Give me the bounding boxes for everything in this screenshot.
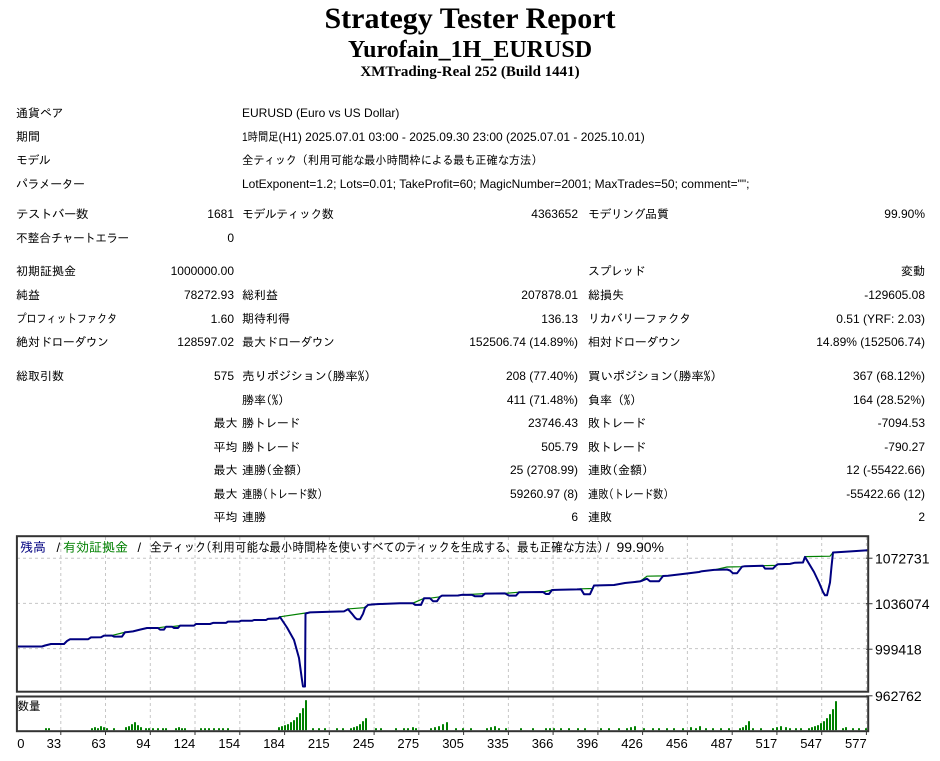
svg-text:1036074: 1036074 — [875, 596, 930, 612]
svg-text:63: 63 — [91, 736, 105, 751]
svg-text:/: / — [138, 540, 142, 555]
svg-text:/: / — [57, 540, 61, 555]
svg-text:245: 245 — [353, 736, 375, 751]
svg-text:456: 456 — [666, 736, 688, 751]
svg-text:99.90%: 99.90% — [617, 539, 664, 555]
svg-text:547: 547 — [800, 736, 822, 751]
svg-text:517: 517 — [755, 736, 777, 751]
svg-text:366: 366 — [532, 736, 554, 751]
svg-text:215: 215 — [308, 736, 330, 751]
svg-text:184: 184 — [263, 736, 285, 751]
svg-text:962762: 962762 — [875, 688, 922, 704]
svg-text:487: 487 — [711, 736, 733, 751]
svg-text:275: 275 — [397, 736, 419, 751]
svg-text:305: 305 — [442, 736, 464, 751]
svg-text:0: 0 — [17, 736, 24, 751]
svg-text:33: 33 — [47, 736, 61, 751]
svg-text:335: 335 — [487, 736, 509, 751]
svg-text:/: / — [606, 540, 610, 555]
svg-text:94: 94 — [136, 736, 150, 751]
svg-text:577: 577 — [845, 736, 867, 751]
svg-text:154: 154 — [218, 736, 240, 751]
svg-text:124: 124 — [174, 736, 196, 751]
svg-text:396: 396 — [576, 736, 598, 751]
svg-text:1: 1 — [242, 130, 248, 144]
svg-text:999418: 999418 — [875, 641, 922, 657]
svg-text:1072731: 1072731 — [875, 550, 930, 566]
svg-text:426: 426 — [621, 736, 643, 751]
